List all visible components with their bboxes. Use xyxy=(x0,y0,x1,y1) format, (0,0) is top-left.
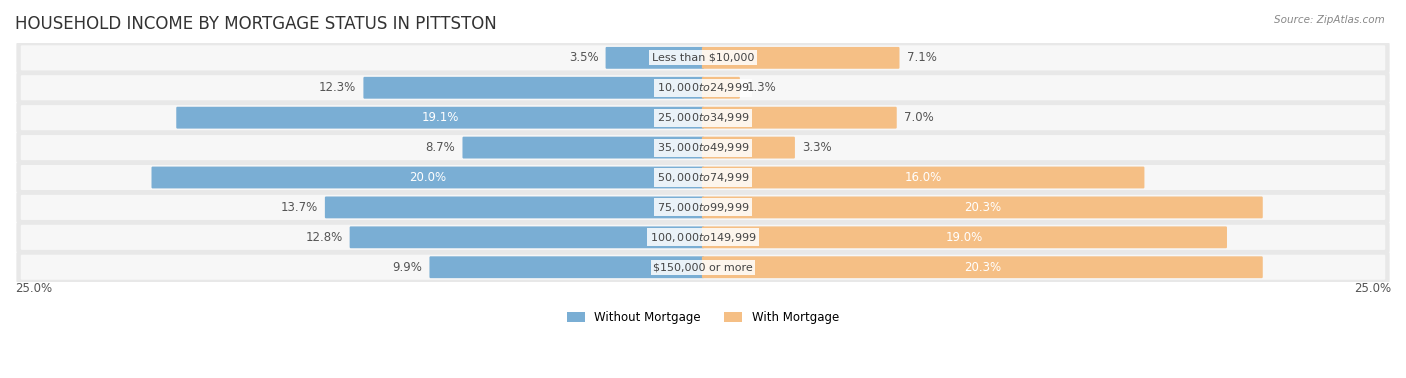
FancyBboxPatch shape xyxy=(606,47,704,69)
Legend: Without Mortgage, With Mortgage: Without Mortgage, With Mortgage xyxy=(562,307,844,329)
Text: 7.1%: 7.1% xyxy=(907,51,936,64)
Text: 20.3%: 20.3% xyxy=(963,201,1001,214)
FancyBboxPatch shape xyxy=(21,75,1385,100)
FancyBboxPatch shape xyxy=(350,226,704,248)
FancyBboxPatch shape xyxy=(17,43,1389,73)
FancyBboxPatch shape xyxy=(17,162,1389,193)
Text: $75,000 to $99,999: $75,000 to $99,999 xyxy=(657,201,749,214)
Text: 12.8%: 12.8% xyxy=(305,231,343,244)
FancyBboxPatch shape xyxy=(17,222,1389,253)
Text: 9.9%: 9.9% xyxy=(392,261,422,274)
FancyBboxPatch shape xyxy=(702,256,1263,278)
FancyBboxPatch shape xyxy=(702,107,897,129)
FancyBboxPatch shape xyxy=(325,197,704,218)
Text: $50,000 to $74,999: $50,000 to $74,999 xyxy=(657,171,749,184)
FancyBboxPatch shape xyxy=(702,47,900,69)
Text: 8.7%: 8.7% xyxy=(426,141,456,154)
Text: Source: ZipAtlas.com: Source: ZipAtlas.com xyxy=(1274,15,1385,25)
FancyBboxPatch shape xyxy=(17,192,1389,223)
Text: $100,000 to $149,999: $100,000 to $149,999 xyxy=(650,231,756,244)
Text: 19.0%: 19.0% xyxy=(946,231,983,244)
FancyBboxPatch shape xyxy=(702,77,740,99)
Text: 12.3%: 12.3% xyxy=(319,81,356,94)
FancyBboxPatch shape xyxy=(17,252,1389,282)
Text: 20.3%: 20.3% xyxy=(963,261,1001,274)
FancyBboxPatch shape xyxy=(17,73,1389,103)
FancyBboxPatch shape xyxy=(21,135,1385,160)
FancyBboxPatch shape xyxy=(21,195,1385,220)
Text: Less than $10,000: Less than $10,000 xyxy=(652,53,754,63)
Text: 16.0%: 16.0% xyxy=(904,171,942,184)
Text: 1.3%: 1.3% xyxy=(747,81,776,94)
FancyBboxPatch shape xyxy=(363,77,704,99)
FancyBboxPatch shape xyxy=(429,256,704,278)
Text: 19.1%: 19.1% xyxy=(422,111,458,124)
FancyBboxPatch shape xyxy=(21,105,1385,130)
Text: $10,000 to $24,999: $10,000 to $24,999 xyxy=(657,81,749,94)
FancyBboxPatch shape xyxy=(21,225,1385,250)
FancyBboxPatch shape xyxy=(17,132,1389,163)
FancyBboxPatch shape xyxy=(702,197,1263,218)
FancyBboxPatch shape xyxy=(463,137,704,158)
FancyBboxPatch shape xyxy=(702,137,794,158)
Text: $150,000 or more: $150,000 or more xyxy=(654,262,752,272)
FancyBboxPatch shape xyxy=(21,165,1385,190)
FancyBboxPatch shape xyxy=(21,255,1385,280)
Text: $25,000 to $34,999: $25,000 to $34,999 xyxy=(657,111,749,124)
Text: HOUSEHOLD INCOME BY MORTGAGE STATUS IN PITTSTON: HOUSEHOLD INCOME BY MORTGAGE STATUS IN P… xyxy=(15,15,496,33)
FancyBboxPatch shape xyxy=(176,107,704,129)
Text: 25.0%: 25.0% xyxy=(1354,282,1391,295)
FancyBboxPatch shape xyxy=(17,102,1389,133)
Text: 3.3%: 3.3% xyxy=(801,141,832,154)
FancyBboxPatch shape xyxy=(152,167,704,188)
Text: 25.0%: 25.0% xyxy=(15,282,52,295)
Text: 20.0%: 20.0% xyxy=(409,171,446,184)
FancyBboxPatch shape xyxy=(702,167,1144,188)
Text: 7.0%: 7.0% xyxy=(904,111,934,124)
FancyBboxPatch shape xyxy=(21,45,1385,70)
FancyBboxPatch shape xyxy=(702,226,1227,248)
Text: 3.5%: 3.5% xyxy=(569,51,599,64)
Text: 13.7%: 13.7% xyxy=(280,201,318,214)
Text: $35,000 to $49,999: $35,000 to $49,999 xyxy=(657,141,749,154)
